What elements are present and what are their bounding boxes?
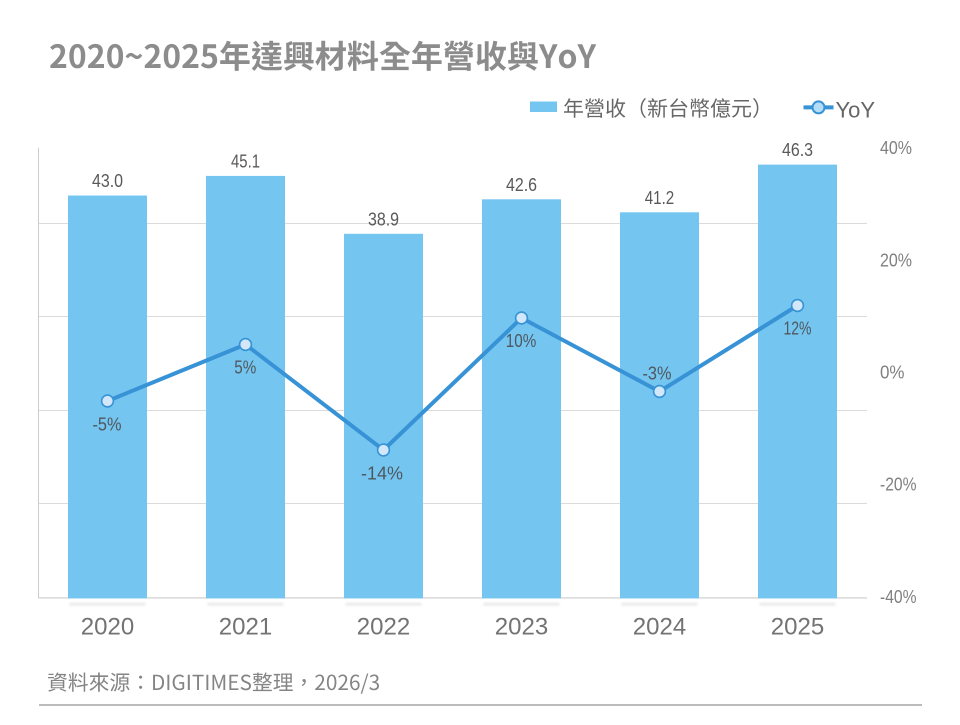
- svg-text:2025: 2025: [771, 613, 824, 640]
- svg-text:45.1: 45.1: [231, 152, 260, 172]
- svg-text:42.6: 42.6: [506, 175, 537, 195]
- svg-text:2024: 2024: [633, 613, 686, 640]
- svg-text:2022: 2022: [357, 613, 410, 640]
- svg-text:38.9: 38.9: [368, 209, 399, 229]
- svg-text:2021: 2021: [219, 613, 272, 640]
- svg-text:2020: 2020: [81, 613, 134, 640]
- svg-text:2023: 2023: [495, 613, 548, 640]
- svg-text:0%: 0%: [880, 363, 905, 383]
- svg-text:10%: 10%: [506, 331, 537, 351]
- svg-text:-20%: -20%: [880, 475, 917, 495]
- svg-text:41.2: 41.2: [645, 188, 675, 208]
- svg-text:-5%: -5%: [93, 415, 122, 435]
- svg-text:46.3: 46.3: [782, 140, 813, 160]
- svg-text:43.0: 43.0: [92, 171, 123, 191]
- svg-text:-14%: -14%: [361, 463, 403, 483]
- svg-text:12%: 12%: [784, 319, 812, 339]
- svg-text:40%: 40%: [880, 138, 912, 158]
- svg-text:-3%: -3%: [643, 364, 672, 384]
- svg-text:5%: 5%: [234, 358, 256, 378]
- svg-text:20%: 20%: [880, 250, 912, 270]
- svg-text:-40%: -40%: [880, 587, 917, 607]
- svg-text:YoY: YoY: [836, 98, 876, 123]
